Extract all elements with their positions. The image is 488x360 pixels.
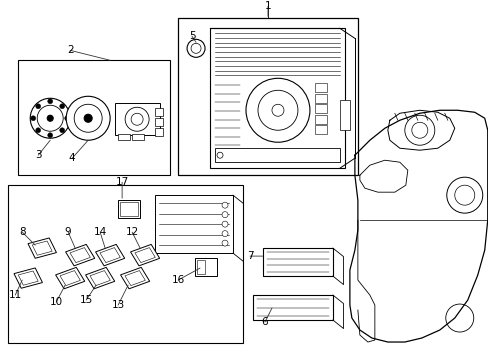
Circle shape: [36, 128, 41, 133]
Polygon shape: [65, 244, 95, 266]
Circle shape: [131, 113, 143, 125]
Text: 16: 16: [171, 275, 184, 285]
Text: 3: 3: [35, 150, 41, 160]
Text: 8: 8: [19, 227, 25, 237]
Circle shape: [191, 43, 201, 53]
Bar: [195, 258, 217, 276]
Bar: [314, 94, 326, 103]
Polygon shape: [85, 267, 115, 289]
Polygon shape: [70, 248, 90, 262]
Polygon shape: [100, 248, 120, 262]
Polygon shape: [14, 268, 42, 288]
Bar: [197, 260, 204, 274]
Text: 6: 6: [261, 317, 268, 327]
Bar: [132, 134, 144, 140]
Circle shape: [222, 231, 227, 237]
Circle shape: [446, 177, 482, 213]
Text: 2: 2: [67, 45, 73, 55]
Polygon shape: [90, 271, 110, 285]
Text: 13: 13: [111, 300, 124, 310]
Text: 11: 11: [9, 290, 22, 300]
Circle shape: [222, 221, 227, 227]
Bar: [178, 18, 357, 175]
Polygon shape: [130, 244, 160, 266]
Circle shape: [222, 240, 227, 246]
Circle shape: [217, 152, 223, 158]
Bar: [263, 248, 332, 276]
Bar: [314, 125, 326, 134]
Bar: [314, 115, 326, 124]
Circle shape: [37, 105, 63, 131]
Circle shape: [30, 98, 70, 138]
Polygon shape: [135, 248, 155, 262]
Circle shape: [60, 128, 64, 133]
Bar: [8, 185, 243, 343]
Circle shape: [404, 115, 434, 145]
Circle shape: [47, 115, 53, 121]
Circle shape: [48, 133, 53, 138]
Circle shape: [60, 104, 64, 109]
Bar: [155, 195, 233, 253]
Text: 9: 9: [65, 227, 71, 237]
Text: 1: 1: [264, 1, 271, 12]
Circle shape: [31, 116, 36, 121]
Circle shape: [271, 104, 284, 116]
Bar: [339, 100, 349, 130]
Text: 15: 15: [80, 295, 93, 305]
Text: 12: 12: [125, 227, 139, 237]
Circle shape: [36, 104, 41, 109]
Bar: [155, 118, 163, 126]
Circle shape: [258, 90, 297, 130]
Circle shape: [222, 202, 227, 208]
Text: 14: 14: [93, 227, 106, 237]
Text: 7: 7: [246, 251, 253, 261]
Text: 10: 10: [50, 297, 62, 307]
Bar: [314, 104, 326, 113]
Circle shape: [66, 96, 110, 140]
Bar: [155, 108, 163, 116]
Circle shape: [445, 304, 473, 332]
Bar: [314, 83, 326, 92]
Circle shape: [245, 78, 309, 142]
Text: 5: 5: [188, 31, 195, 41]
Bar: [18, 60, 170, 175]
Circle shape: [84, 114, 92, 122]
Circle shape: [222, 212, 227, 218]
Polygon shape: [28, 238, 56, 258]
Polygon shape: [121, 267, 149, 289]
Circle shape: [187, 39, 204, 57]
Circle shape: [411, 122, 427, 138]
Circle shape: [454, 185, 474, 205]
Bar: [155, 128, 163, 136]
Bar: [215, 148, 339, 162]
Bar: [120, 202, 138, 216]
Bar: [115, 103, 160, 135]
Bar: [118, 134, 130, 140]
Polygon shape: [124, 271, 145, 285]
Text: 4: 4: [69, 153, 75, 163]
Bar: [252, 295, 332, 320]
Text: 17: 17: [115, 177, 128, 187]
Bar: [118, 200, 140, 218]
Polygon shape: [18, 271, 38, 285]
Polygon shape: [60, 271, 80, 285]
Circle shape: [74, 104, 102, 132]
Circle shape: [125, 107, 149, 131]
Circle shape: [64, 116, 70, 121]
Polygon shape: [32, 241, 52, 255]
Polygon shape: [95, 244, 124, 266]
Polygon shape: [56, 267, 84, 289]
Circle shape: [48, 99, 53, 104]
Bar: [210, 28, 344, 168]
